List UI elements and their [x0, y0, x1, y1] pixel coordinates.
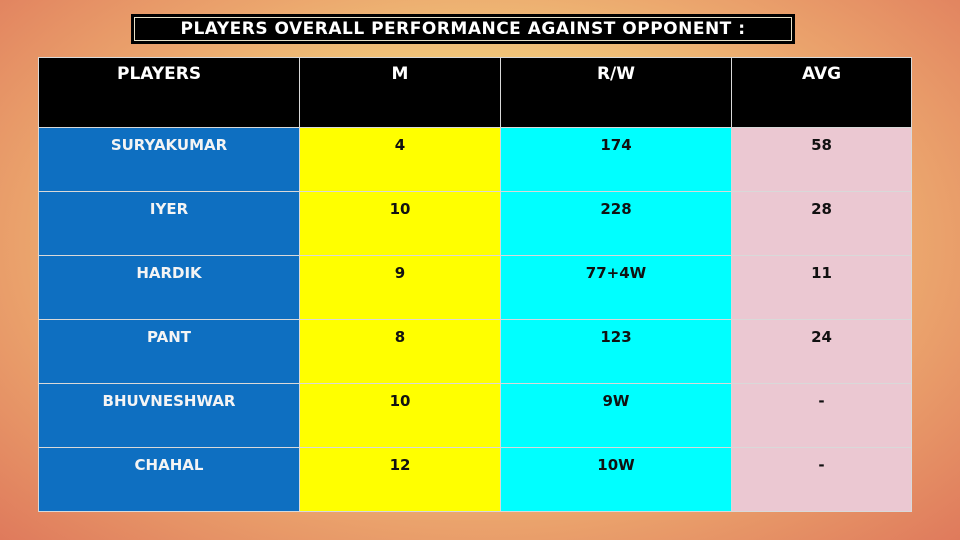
- table-row: HARDIK 9 77+4W 11: [38, 255, 912, 320]
- runs-wickets-cell: 10W: [500, 447, 732, 512]
- table-row: BHUVNESHWAR 10 9W -: [38, 383, 912, 448]
- runs-wickets-cell: 228: [500, 191, 732, 256]
- average-cell: 11: [731, 255, 912, 320]
- runs-wickets-cell: 9W: [500, 383, 732, 448]
- average-cell: -: [731, 383, 912, 448]
- player-name-cell: IYER: [38, 191, 300, 256]
- player-name-cell: SURYAKUMAR: [38, 127, 300, 192]
- matches-cell: 9: [299, 255, 501, 320]
- column-header-avg: AVG: [731, 57, 912, 128]
- matches-cell: 10: [299, 383, 501, 448]
- average-cell: 28: [731, 191, 912, 256]
- matches-cell: 10: [299, 191, 501, 256]
- table-row: IYER 10 228 28: [38, 191, 912, 256]
- table-row: SURYAKUMAR 4 174 58: [38, 127, 912, 192]
- runs-wickets-cell: 123: [500, 319, 732, 384]
- matches-cell: 12: [299, 447, 501, 512]
- column-header-rw: R/W: [500, 57, 732, 128]
- player-name-cell: BHUVNESHWAR: [38, 383, 300, 448]
- column-header-m: M: [299, 57, 501, 128]
- performance-table: PLAYERS M R/W AVG SURYAKUMAR 4 174 58 IY…: [38, 57, 912, 512]
- table-row: PANT 8 123 24: [38, 319, 912, 384]
- player-name-cell: CHAHAL: [38, 447, 300, 512]
- player-name-cell: HARDIK: [38, 255, 300, 320]
- table-header-row: PLAYERS M R/W AVG: [38, 57, 912, 128]
- matches-cell: 8: [299, 319, 501, 384]
- page-title: PLAYERS OVERALL PERFORMANCE AGAINST OPPO…: [131, 14, 795, 44]
- runs-wickets-cell: 77+4W: [500, 255, 732, 320]
- matches-cell: 4: [299, 127, 501, 192]
- runs-wickets-cell: 174: [500, 127, 732, 192]
- column-header-players: PLAYERS: [38, 57, 300, 128]
- table-row: CHAHAL 12 10W -: [38, 447, 912, 512]
- player-name-cell: PANT: [38, 319, 300, 384]
- average-cell: -: [731, 447, 912, 512]
- average-cell: 24: [731, 319, 912, 384]
- average-cell: 58: [731, 127, 912, 192]
